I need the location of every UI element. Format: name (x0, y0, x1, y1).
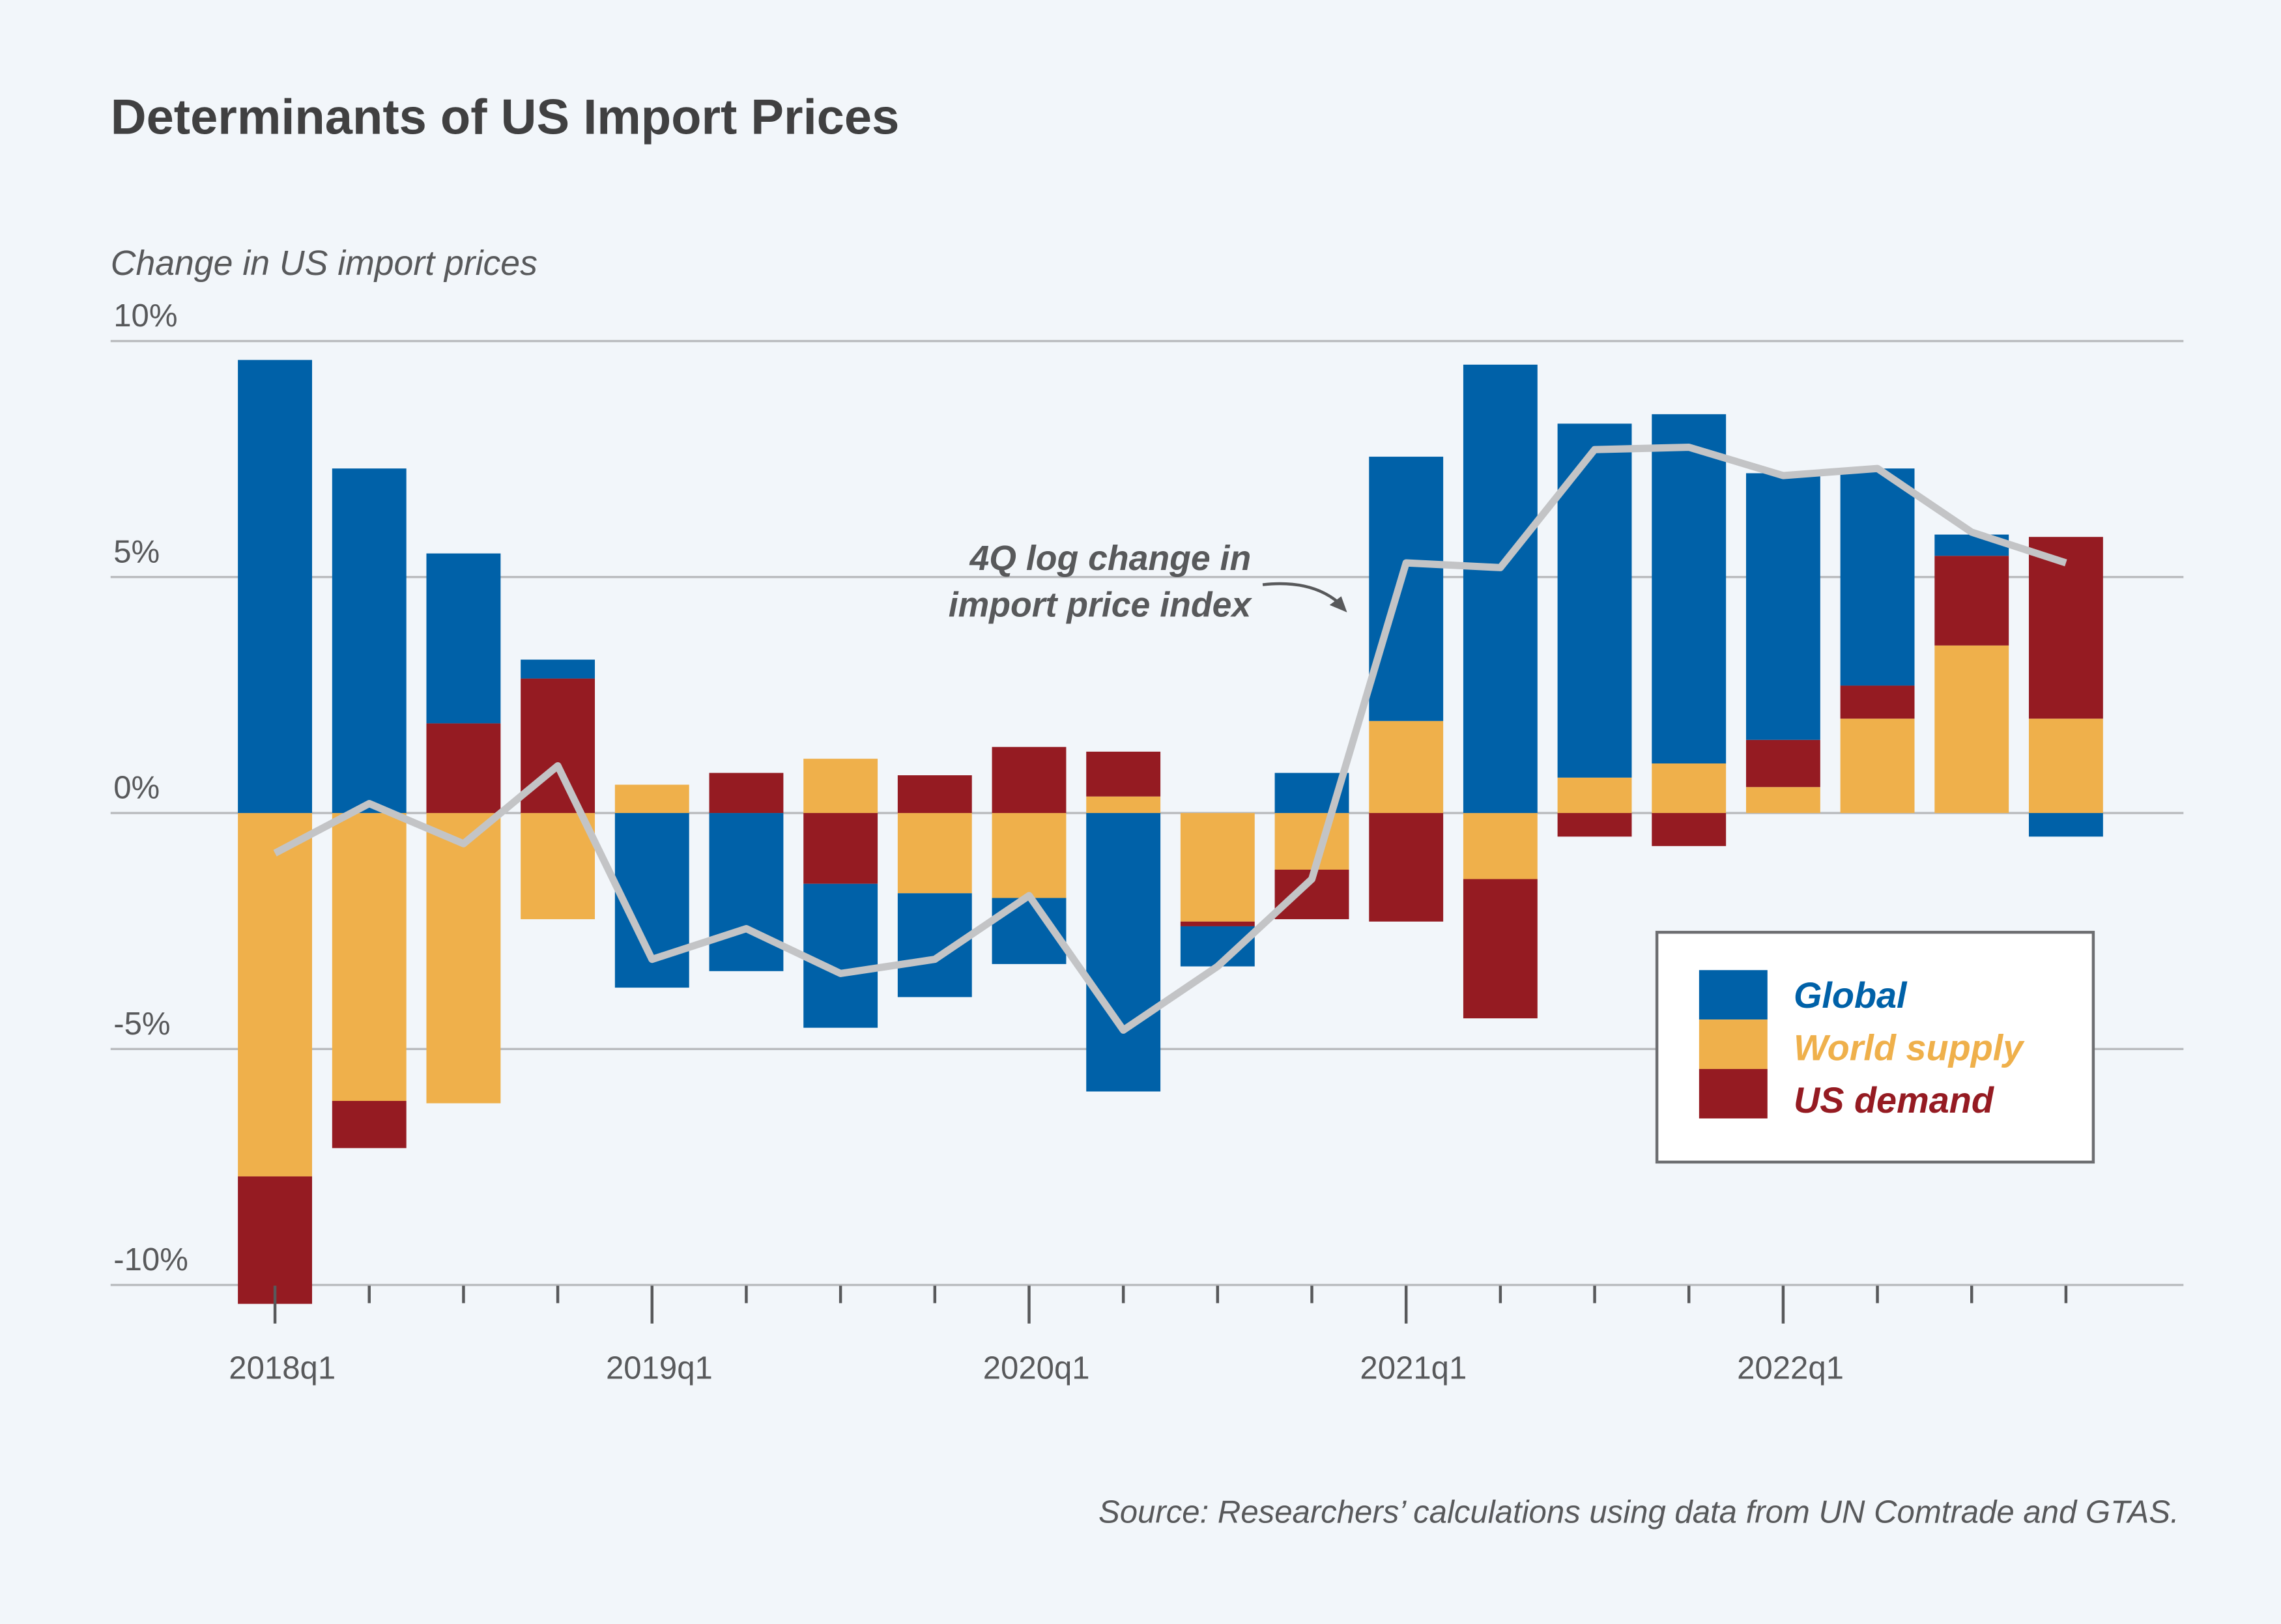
bar-world-supply-2019q3 (803, 758, 878, 814)
x-tick-label: 2019q1 (606, 1351, 713, 1386)
y-tick-label: -5% (113, 1006, 170, 1042)
bar-world-supply-2019q1 (614, 784, 689, 814)
bars (238, 360, 2103, 1304)
bar-global-2018q4 (521, 659, 595, 679)
legend-swatch-us-demand (1699, 1069, 1768, 1118)
y-tick-label: 10% (113, 298, 177, 334)
bar-us-demand-2020q1 (992, 747, 1067, 814)
bar-us-demand-2019q3 (803, 813, 878, 884)
x-tick-label: 2018q1 (229, 1351, 336, 1386)
y-axis-label: Change in US import prices (111, 244, 538, 283)
bar-global-2021q2 (1463, 364, 1538, 814)
bar-us-demand-2018q2 (332, 1101, 407, 1148)
bar-global-2018q2 (332, 468, 407, 814)
bar-world-supply-2021q1 (1369, 720, 1444, 814)
bar-world-supply-2020q2 (1086, 796, 1161, 814)
bar-world-supply-2022q4 (2028, 719, 2103, 814)
bar-us-demand-2021q3 (1557, 813, 1632, 837)
bar-world-supply-2020q3 (1180, 813, 1255, 922)
x-tick-label: 2020q1 (983, 1351, 1090, 1386)
bar-world-supply-2020q4 (1274, 813, 1349, 870)
bar-world-supply-2019q4 (897, 813, 972, 894)
bar-us-demand-2022q3 (1934, 556, 2009, 646)
bar-global-2018q3 (426, 553, 501, 724)
bar-global-2020q2 (1086, 813, 1161, 1092)
legend-swatch-world-supply (1699, 1019, 1768, 1070)
annotation-line-1: 4Q log change in (969, 539, 1252, 578)
bar-us-demand-2019q2 (709, 773, 784, 814)
bar-global-2019q3 (803, 883, 878, 1028)
source-note: Source: Researchers’ calculations using … (1098, 1495, 2179, 1530)
bar-us-demand-2018q4 (521, 678, 595, 814)
bar-us-demand-2022q1 (1745, 739, 1820, 788)
bar-global-2022q1 (1745, 473, 1820, 740)
price-index-line (273, 443, 2067, 1034)
bar-us-demand-2021q2 (1463, 879, 1538, 1019)
x-axis: 2018q1 2019q1 2020q1 2021q1 2022q1 (229, 1285, 2068, 1386)
y-tick-label: 5% (113, 534, 160, 569)
legend-label-us-demand: US demand (1794, 1079, 1995, 1120)
x-tick-label: 2022q1 (1737, 1351, 1844, 1386)
bar-world-supply-2018q2 (332, 813, 407, 1102)
annotation-line-2: import price index (949, 586, 1253, 625)
bar-world-supply-2021q2 (1463, 813, 1538, 879)
bar-us-demand-2021q1 (1369, 813, 1444, 922)
bar-global-2022q4 (2028, 813, 2103, 837)
bar-us-demand-2018q3 (426, 723, 501, 814)
bar-world-supply-2021q4 (1652, 763, 1727, 814)
bar-world-supply-2022q2 (1840, 719, 1915, 814)
bar-world-supply-2021q3 (1557, 777, 1632, 814)
bar-us-demand-2022q2 (1840, 685, 1915, 719)
legend-label-world-supply: World supply (1794, 1027, 2025, 1068)
bar-world-supply-2018q1 (238, 813, 312, 1176)
y-tick-label: 0% (113, 771, 160, 806)
bar-us-demand-2021q4 (1652, 813, 1727, 846)
bar-us-demand-2020q3 (1180, 921, 1255, 926)
bar-us-demand-2019q4 (897, 775, 972, 814)
bar-us-demand-2022q4 (2028, 537, 2103, 719)
bar-world-supply-2020q1 (992, 813, 1067, 898)
bar-global-2018q1 (238, 360, 312, 814)
bar-global-2021q4 (1652, 414, 1727, 763)
x-tick-label: 2021q1 (1360, 1351, 1467, 1386)
chart-title: Determinants of US Import Prices (111, 89, 900, 145)
bar-world-supply-2022q3 (1934, 645, 2009, 814)
legend-swatch-global (1699, 970, 1768, 1020)
bar-world-supply-2018q3 (426, 813, 501, 1104)
legend-label-global: Global (1794, 975, 1908, 1016)
legend: Global World supply US demand (1655, 930, 2095, 1164)
bar-global-2021q1 (1369, 457, 1444, 721)
bar-us-demand-2018q1 (238, 1176, 312, 1304)
bar-global-2019q2 (709, 813, 784, 971)
bar-us-demand-2020q2 (1086, 751, 1161, 797)
y-tick-label: -10% (113, 1242, 188, 1277)
bar-world-supply-2018q4 (521, 813, 595, 920)
bar-world-supply-2022q1 (1745, 787, 1820, 814)
bar-global-2022q2 (1840, 468, 1915, 686)
